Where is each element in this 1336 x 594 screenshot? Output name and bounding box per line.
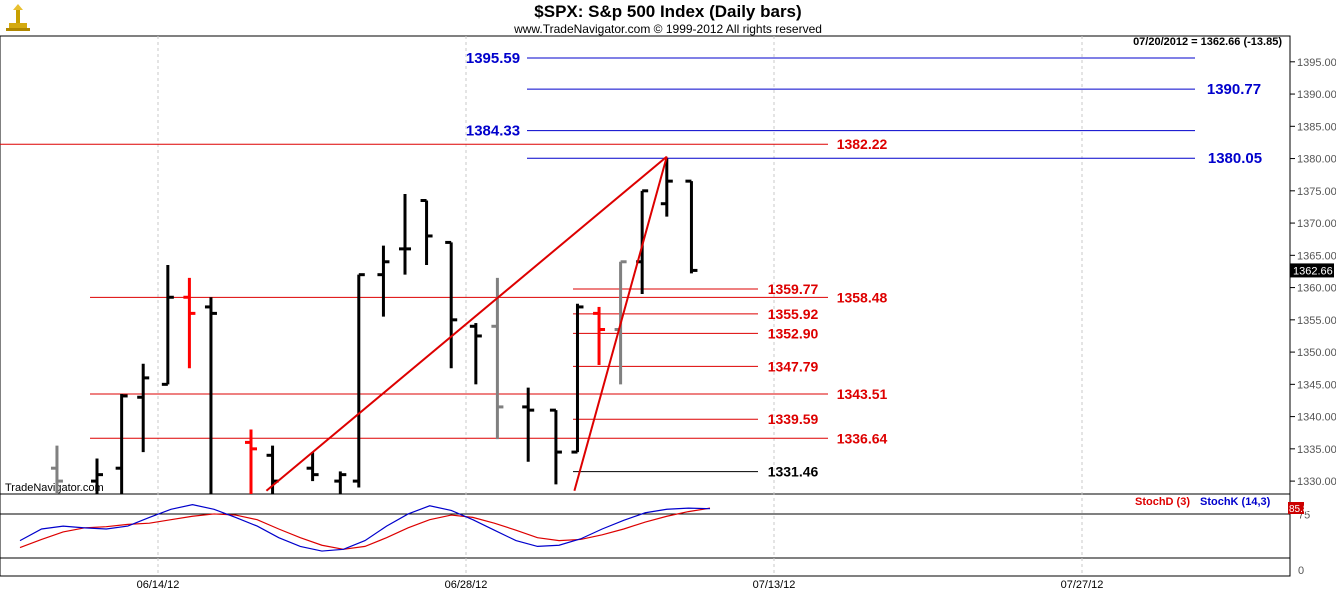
last-quote-stamp: 07/20/2012 = 1362.66 (-13.85) (1133, 36, 1282, 48)
level-label: 1359.77 (768, 281, 819, 297)
level-label: 1380.05 (1208, 150, 1262, 167)
y-tick-label: 1350.00 (1297, 347, 1336, 359)
ohlc-bar (660, 158, 673, 217)
level-label: 1390.77 (1207, 81, 1261, 98)
level-label: 1395.59 (466, 50, 520, 67)
x-tick-label: 06/14/12 (137, 579, 180, 591)
y-tick-label: 1370.00 (1297, 218, 1336, 230)
stoch-value-tag (1288, 502, 1304, 514)
ohlc-bar (377, 245, 390, 317)
ohlc-bar (491, 277, 504, 440)
ohlc-bar (352, 273, 365, 488)
x-tick-label: 07/27/12 (1061, 579, 1104, 591)
ohlc-bar (50, 445, 63, 494)
stochd-legend: StochD (3) (1135, 496, 1190, 508)
level-label: 1384.33 (466, 123, 520, 140)
chart-title: $SPX: S&p 500 Index (Daily bars) (534, 2, 802, 21)
y-tick-label: 1355.00 (1297, 315, 1336, 327)
ohlc-bar (469, 323, 482, 385)
trend-line (573, 156, 668, 492)
level-label: 1382.22 (837, 136, 888, 152)
stoch-value-label: 85.84 (1289, 504, 1314, 515)
y-tick-label: 1345.00 (1297, 379, 1336, 391)
ohlc-bar (91, 458, 103, 494)
level-label: 1343.51 (837, 386, 888, 402)
ohlc-bar (549, 408, 562, 485)
ohlc-bar (115, 394, 128, 494)
y-tick-label: 1375.00 (1297, 186, 1336, 198)
x-tick-label: 06/28/12 (445, 579, 488, 591)
ohlc-bar (183, 277, 196, 369)
y-tick-label: 1330.00 (1297, 476, 1336, 488)
ohlc-bar (161, 265, 174, 386)
price-panel-frame (0, 35, 1291, 495)
level-label: 1331.46 (768, 464, 819, 480)
copyright-text: www.TradeNavigator.com © 1999-2012 All r… (514, 22, 822, 36)
last-price-tag (1290, 263, 1334, 278)
level-label: 1339.59 (768, 411, 819, 427)
level-label: 1347.79 (768, 358, 819, 374)
level-label: 1355.92 (768, 306, 819, 322)
y-tick-label: 1385.00 (1297, 121, 1336, 133)
ohlc-bar (399, 194, 411, 275)
trend-line (265, 155, 668, 492)
ohlc-bar (245, 429, 257, 494)
level-label: 1358.48 (837, 289, 888, 305)
ohlc-bar (334, 471, 347, 494)
y-tick-label: 1365.00 (1297, 250, 1336, 262)
last-price-label: 1362.66 (1293, 265, 1333, 277)
stochk-legend: StochK (14,3) (1200, 496, 1271, 508)
y-tick-label: 1395.00 (1297, 57, 1336, 69)
level-label: 1352.90 (768, 325, 819, 341)
y-tick-label: 1380.00 (1297, 154, 1336, 166)
ohlc-bar (137, 363, 150, 453)
ohlc-bar (306, 452, 319, 482)
y-tick-label: 1335.00 (1297, 444, 1336, 456)
trade-navigator-logo-icon (3, 3, 33, 33)
y-tick-label: 1390.00 (1297, 89, 1336, 101)
brand-watermark: TradeNavigator.com (5, 482, 104, 494)
ohlc-bar (571, 303, 584, 454)
y-tick-label: 1360.00 (1297, 283, 1336, 295)
stoch-panel-frame (0, 493, 1291, 577)
stoch-tick-label: 0 (1298, 565, 1304, 577)
ohlc-bar (522, 387, 535, 462)
ohlc-bar (593, 306, 606, 365)
x-tick-label: 07/13/12 (753, 579, 796, 591)
ohlc-bar (685, 179, 698, 274)
ohlc-bar (445, 240, 458, 369)
stoch-line (19, 507, 711, 550)
y-tick-label: 1340.00 (1297, 412, 1336, 424)
stoch-line (19, 504, 711, 552)
level-label: 1336.64 (837, 430, 888, 446)
ohlc-bar (204, 297, 217, 494)
ohlc-bar (420, 198, 433, 265)
